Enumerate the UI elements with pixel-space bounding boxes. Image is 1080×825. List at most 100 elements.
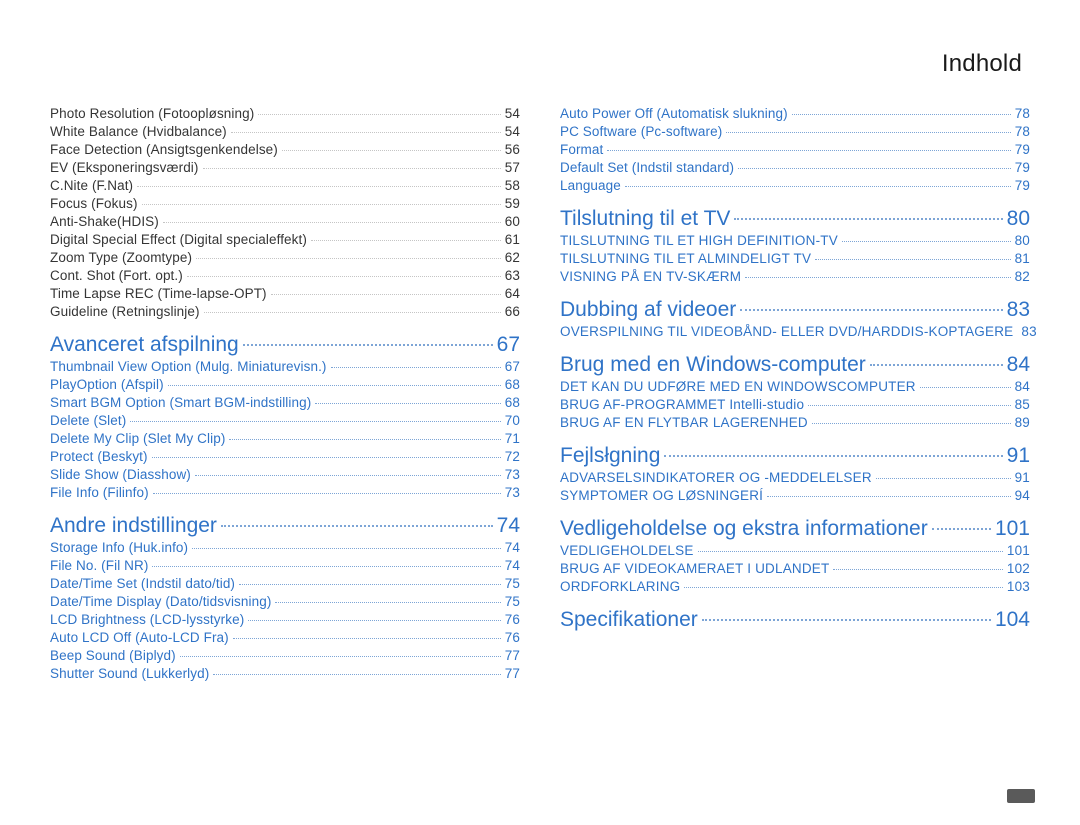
toc-entry[interactable]: Auto Power Off (Automatisk slukning)78 bbox=[560, 106, 1030, 121]
toc-leader-dots bbox=[195, 475, 501, 476]
toc-entry[interactable]: ORDFORKLARING103 bbox=[560, 579, 1030, 594]
toc-entry[interactable]: White Balance (Hvidbalance)54 bbox=[50, 124, 520, 139]
toc-entry[interactable]: Storage Info (Huk.info)74 bbox=[50, 540, 520, 555]
toc-entry[interactable]: OVERSPILNING TIL VIDEOBÅND- ELLER DVD/HA… bbox=[560, 324, 1030, 339]
toc-entry[interactable]: EV (Eksponeringsværdi)57 bbox=[50, 160, 520, 175]
toc-leader-dots bbox=[163, 222, 501, 223]
toc-entry-label: PC Software (Pc-software) bbox=[560, 124, 722, 139]
toc-entry[interactable]: Specifikationer104 bbox=[560, 608, 1030, 632]
toc-entry-page: 62 bbox=[505, 250, 520, 265]
toc-entry[interactable]: VEDLIGEHOLDELSE101 bbox=[560, 543, 1030, 558]
toc-entry-label: Photo Resolution (Fotoopløsning) bbox=[50, 106, 254, 121]
toc-leader-dots bbox=[142, 204, 501, 205]
toc-entry-label: Guideline (Retningslinje) bbox=[50, 304, 200, 319]
toc-entry[interactable]: Auto LCD Off (Auto-LCD Fra) 76 bbox=[50, 630, 520, 645]
toc-entry[interactable]: Protect (Beskyt)72 bbox=[50, 449, 520, 464]
toc-leader-dots bbox=[815, 259, 1010, 260]
toc-entry[interactable]: Shutter Sound (Lukkerlyd)77 bbox=[50, 666, 520, 681]
toc-entry[interactable]: BRUG AF-PROGRAMMET Intelli-studio85 bbox=[560, 397, 1030, 412]
toc-entry-page: 104 bbox=[995, 608, 1030, 632]
toc-entry[interactable]: ADVARSELSINDIKATORER OG -MEDDELELSER91 bbox=[560, 470, 1030, 485]
toc-entry[interactable]: File Info (Filinfo)73 bbox=[50, 485, 520, 500]
toc-entry[interactable]: Delete My Clip (Slet My Clip)71 bbox=[50, 431, 520, 446]
toc-leader-dots bbox=[130, 421, 500, 422]
toc-entry[interactable]: DET KAN DU UDFØRE MED EN WINDOWSCOMPUTER… bbox=[560, 379, 1030, 394]
toc-entry[interactable]: Slide Show (Diasshow) 73 bbox=[50, 467, 520, 482]
toc-entry[interactable]: C.Nite (F.Nat)58 bbox=[50, 178, 520, 193]
page-number-bar bbox=[1007, 789, 1035, 803]
toc-entry-page: 54 bbox=[505, 106, 520, 121]
toc-entry[interactable]: PlayOption (Afspil)68 bbox=[50, 377, 520, 392]
toc-leader-dots bbox=[248, 620, 500, 621]
toc-leader-dots bbox=[876, 478, 1011, 479]
toc-entry-page: 80 bbox=[1015, 233, 1030, 248]
toc-entry[interactable]: LCD Brightness (LCD-lysstyrke)76 bbox=[50, 612, 520, 627]
toc-leader-dots bbox=[231, 132, 501, 133]
toc-entry[interactable]: SYMPTOMER OG LØSNINGERÍ94 bbox=[560, 488, 1030, 503]
toc-entry[interactable]: Photo Resolution (Fotoopløsning) 54 bbox=[50, 106, 520, 121]
toc-entry-page: 83 bbox=[1021, 324, 1036, 339]
toc-leader-dots bbox=[740, 309, 1002, 311]
toc-entry-page: 102 bbox=[1007, 561, 1030, 576]
toc-entry-label: LCD Brightness (LCD-lysstyrke) bbox=[50, 612, 244, 627]
toc-entry[interactable]: TILSLUTNING TIL ET ALMINDELIGT TV81 bbox=[560, 251, 1030, 266]
toc-entry[interactable]: Time Lapse REC (Time-lapse-OPT)64 bbox=[50, 286, 520, 301]
toc-entry-page: 56 bbox=[505, 142, 520, 157]
toc-entry-page: 91 bbox=[1015, 470, 1030, 485]
toc-entry-page: 103 bbox=[1007, 579, 1030, 594]
toc-entry[interactable]: PC Software (Pc-software)78 bbox=[560, 124, 1030, 139]
toc-entry[interactable]: Date/Time Display (Dato/tidsvisning)75 bbox=[50, 594, 520, 609]
toc-entry-page: 75 bbox=[505, 594, 520, 609]
toc-entry[interactable]: Default Set (Indstil standard)79 bbox=[560, 160, 1030, 175]
toc-entry[interactable]: Language79 bbox=[560, 178, 1030, 193]
toc-entry[interactable]: Face Detection (Ansigtsgenkendelse)56 bbox=[50, 142, 520, 157]
toc-entry-label: Vedligeholdelse og ekstra informationer bbox=[560, 517, 928, 541]
toc-entry[interactable]: Smart BGM Option (Smart BGM-indstilling)… bbox=[50, 395, 520, 410]
toc-entry-label: DET KAN DU UDFØRE MED EN WINDOWSCOMPUTER bbox=[560, 379, 916, 394]
toc-entry-label: SYMPTOMER OG LØSNINGERÍ bbox=[560, 488, 763, 503]
toc-entry[interactable]: Dubbing af videoer83 bbox=[560, 298, 1030, 322]
toc-entry-page: 91 bbox=[1007, 444, 1030, 468]
toc-entry[interactable]: Anti-Shake(HDIS)60 bbox=[50, 214, 520, 229]
toc-entry-page: 63 bbox=[505, 268, 520, 283]
toc-entry[interactable]: Zoom Type (Zoomtype) 62 bbox=[50, 250, 520, 265]
toc-entry[interactable]: Andre indstillinger74 bbox=[50, 514, 520, 538]
toc-entry[interactable]: Guideline (Retningslinje)66 bbox=[50, 304, 520, 319]
toc-entry[interactable]: Brug med en Windows-computer84 bbox=[560, 353, 1030, 377]
toc-entry-label: Slide Show (Diasshow) bbox=[50, 467, 191, 482]
toc-entry-page: 73 bbox=[505, 467, 520, 482]
toc-entry-label: Beep Sound (Biplyd) bbox=[50, 648, 176, 663]
toc-entry-label: Language bbox=[560, 178, 621, 193]
toc-entry[interactable]: Thumbnail View Option (Mulg. Miniaturevi… bbox=[50, 359, 520, 374]
toc-entry-label: Dubbing af videoer bbox=[560, 298, 736, 322]
toc-leader-dots bbox=[745, 277, 1010, 278]
toc-entry[interactable]: BRUG AF EN FLYTBAR LAGERENHED89 bbox=[560, 415, 1030, 430]
toc-leader-dots bbox=[812, 423, 1011, 424]
toc-entry[interactable]: File No. (Fil NR)74 bbox=[50, 558, 520, 573]
toc-entry[interactable]: Format79 bbox=[560, 142, 1030, 157]
toc-entry[interactable]: Beep Sound (Biplyd)77 bbox=[50, 648, 520, 663]
toc-leader-dots bbox=[726, 132, 1010, 133]
toc-entry-label: Zoom Type (Zoomtype) bbox=[50, 250, 192, 265]
toc-entry[interactable]: TILSLUTNING TIL ET HIGH DEFINITION-TV80 bbox=[560, 233, 1030, 248]
toc-entry[interactable]: Focus (Fokus)59 bbox=[50, 196, 520, 211]
toc-entry-label: Delete My Clip (Slet My Clip) bbox=[50, 431, 225, 446]
toc-leader-dots bbox=[767, 496, 1010, 497]
toc-entry[interactable]: Delete (Slet)70 bbox=[50, 413, 520, 428]
toc-entry[interactable]: Digital Special Effect (Digital speciale… bbox=[50, 232, 520, 247]
toc-entry-page: 89 bbox=[1015, 415, 1030, 430]
toc-columns: Photo Resolution (Fotoopløsning) 54 White … bbox=[50, 106, 1030, 684]
toc-entry-page: 58 bbox=[505, 178, 520, 193]
toc-entry-label: Auto LCD Off (Auto-LCD Fra) bbox=[50, 630, 229, 645]
toc-entry[interactable]: VISNING PÅ EN TV-SKÆRM82 bbox=[560, 269, 1030, 284]
toc-entry[interactable]: Tilslutning til et TV80 bbox=[560, 207, 1030, 231]
toc-entry[interactable]: Date/Time Set (Indstil dato/tid)75 bbox=[50, 576, 520, 591]
toc-entry[interactable]: Fejlsłgning91 bbox=[560, 444, 1030, 468]
toc-entry-page: 76 bbox=[505, 630, 520, 645]
toc-entry[interactable]: Cont. Shot (Fort. opt.)63 bbox=[50, 268, 520, 283]
toc-entry[interactable]: Avanceret afspilning67 bbox=[50, 333, 520, 357]
toc-entry[interactable]: Vedligeholdelse og ekstra informationer1… bbox=[560, 517, 1030, 541]
toc-column-left: Photo Resolution (Fotoopløsning) 54 White … bbox=[50, 106, 520, 684]
toc-entry[interactable]: BRUG AF VIDEOKAMERAET I UDLANDET102 bbox=[560, 561, 1030, 576]
toc-entry-label: Andre indstillinger bbox=[50, 514, 217, 538]
